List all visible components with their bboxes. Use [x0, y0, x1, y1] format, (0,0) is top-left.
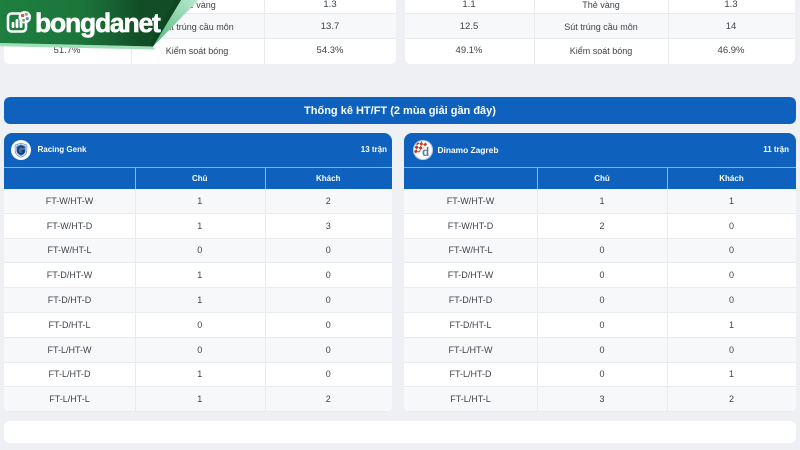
svg-text:d: d [422, 147, 429, 159]
